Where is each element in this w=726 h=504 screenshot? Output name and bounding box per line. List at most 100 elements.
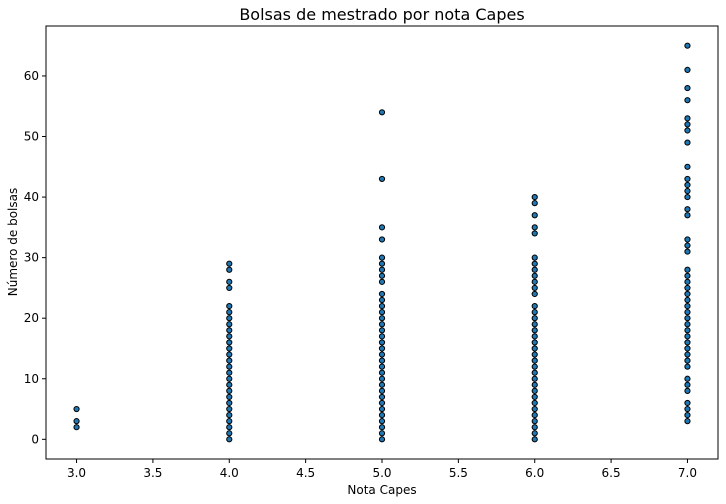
scatter-point — [378, 418, 386, 425]
scatter-point — [684, 399, 691, 407]
scatter-point — [226, 430, 233, 437]
scatter-point — [684, 187, 691, 195]
scatter-point — [226, 339, 233, 346]
scatter-point — [73, 424, 80, 431]
scatter-point — [378, 411, 386, 419]
scatter-point — [226, 436, 233, 443]
scatter-point — [226, 369, 233, 376]
scatter-point — [684, 42, 691, 49]
scatter-point — [684, 315, 691, 322]
chart-title: Bolsas de mestrado por nota Capes — [239, 5, 524, 24]
scatter-point — [531, 363, 538, 370]
scatter-point — [684, 381, 691, 388]
y-tick-label: 20 — [24, 311, 39, 325]
scatter-point — [684, 193, 691, 201]
scatter-point — [378, 405, 386, 413]
scatter-point — [531, 266, 538, 273]
scatter-point — [531, 212, 538, 219]
scatter-point — [378, 436, 386, 443]
scatter-point — [378, 224, 386, 231]
scatter-point — [531, 424, 538, 431]
scatter-point — [378, 327, 386, 334]
scatter-point — [531, 193, 538, 201]
scatter-point — [531, 224, 538, 231]
scatter-point — [378, 272, 386, 279]
scatter-point — [684, 278, 691, 285]
scatter-point — [226, 393, 233, 401]
y-tick-label: 50 — [24, 130, 39, 144]
scatter-point — [226, 321, 233, 328]
scatter-point — [531, 357, 538, 364]
scatter-point — [378, 430, 386, 437]
x-tick-label: 3.0 — [67, 466, 86, 480]
scatter-point — [531, 254, 538, 261]
scatter-point — [531, 436, 538, 443]
y-tick-label: 30 — [24, 251, 39, 265]
scatter-point — [684, 357, 691, 364]
scatter-point — [226, 260, 233, 267]
scatter-point — [378, 357, 386, 364]
scatter-point — [73, 418, 80, 425]
scatter-point — [684, 212, 691, 219]
scatter-point — [226, 351, 233, 358]
data-points — [73, 42, 691, 443]
scatter-point — [378, 302, 386, 310]
scatter-point — [226, 399, 233, 407]
scatter-point — [684, 296, 691, 304]
scatter-point — [531, 393, 538, 401]
scatter-point — [684, 181, 691, 189]
scatter-point — [378, 375, 386, 382]
x-tick-label: 3.5 — [143, 466, 162, 480]
scatter-point — [378, 278, 386, 285]
scatter-point — [531, 381, 538, 388]
scatter-point — [378, 424, 386, 431]
scatter-point — [531, 387, 538, 394]
x-axis: 3.0 3.5 4.0 4.5 5.0 5.5 6.0 6.5 7.0 — [67, 459, 697, 480]
scatter-point — [684, 206, 691, 213]
x-tick-label: 4.5 — [296, 466, 315, 480]
scatter-point — [531, 339, 538, 346]
scatter-point — [531, 200, 538, 207]
y-tick-label: 40 — [24, 190, 39, 204]
scatter-point — [378, 399, 386, 407]
scatter-point — [531, 405, 538, 413]
scatter-point — [378, 369, 386, 376]
scatter-point — [226, 375, 233, 382]
scatter-point — [226, 309, 233, 316]
scatter-point — [684, 66, 691, 74]
scatter-point — [378, 363, 386, 370]
scatter-point — [684, 115, 691, 122]
scatter-point — [226, 424, 233, 431]
scatter-point — [684, 345, 691, 352]
scatter-point — [684, 339, 691, 346]
scatter-point — [378, 345, 386, 352]
scatter-point — [684, 321, 691, 328]
scatter-point — [378, 236, 386, 243]
scatter-point — [226, 278, 233, 285]
scatter-point — [684, 121, 691, 128]
scatter-point — [378, 260, 386, 267]
scatter-point — [531, 302, 538, 310]
scatter-point — [226, 387, 233, 394]
scatter-point — [378, 387, 386, 394]
scatter-point — [531, 230, 538, 237]
scatter-point — [531, 290, 538, 298]
scatter-point — [684, 139, 691, 146]
scatter-point — [684, 284, 691, 292]
scatter-point — [378, 290, 386, 298]
scatter-point — [226, 284, 233, 292]
scatter-point — [531, 430, 538, 437]
scatter-point — [226, 363, 233, 370]
scatter-point — [226, 315, 233, 322]
scatter-point — [684, 163, 691, 170]
scatter-point — [684, 327, 691, 334]
scatter-point — [226, 266, 233, 273]
scatter-point — [684, 248, 691, 255]
scatter-point — [684, 405, 691, 413]
scatter-point — [684, 387, 691, 394]
scatter-point — [684, 290, 691, 298]
scatter-point — [531, 399, 538, 407]
scatter-point — [531, 418, 538, 425]
scatter-point — [378, 351, 386, 358]
